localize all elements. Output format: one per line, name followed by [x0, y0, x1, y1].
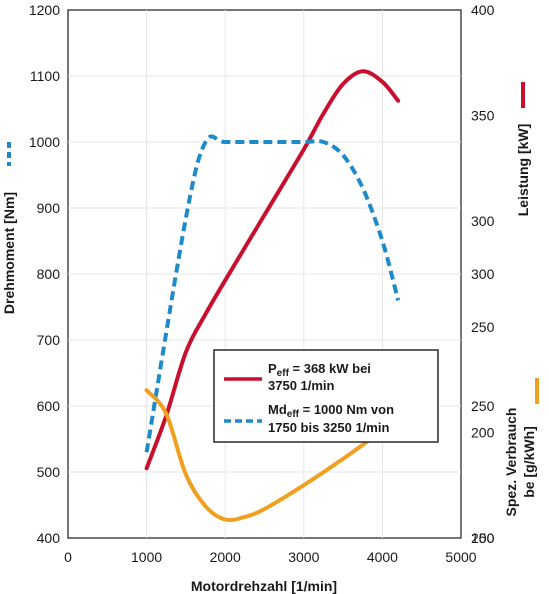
- series-line-torque: [144, 134, 401, 453]
- y-right-top-axis-title: Leistung [kW]: [515, 82, 531, 216]
- y-right-top-tick-label: 300: [471, 213, 495, 229]
- x-tick-label: 4000: [367, 549, 398, 565]
- y-right-bottom-axis-label-2: be [g/kWh]: [521, 426, 537, 498]
- x-tick-label: 1000: [131, 549, 162, 565]
- legend-torque-label: Mdeff = 1000 Nm von: [268, 402, 394, 420]
- x-axis-label: Motordrehzahl [1/min]: [191, 578, 337, 594]
- legend-power-label-line2: 3750 1/min: [268, 378, 335, 393]
- y-left-tick-label: 1100: [30, 68, 60, 84]
- y-left-tick-label: 900: [37, 200, 61, 216]
- legend-box: [213, 349, 439, 443]
- tick-labels: 0 1000 2000 3000 4000 5000 400 500 600 700 800 900 1…: [29, 2, 495, 565]
- y-right-bottom-tick-label: 250: [471, 398, 495, 414]
- y-left-tick-label: 700: [37, 332, 61, 348]
- y-left-tick-label: 600: [37, 398, 61, 414]
- data-series: [144, 69, 401, 523]
- x-tick-label: 3000: [288, 549, 319, 565]
- y-right-top-tick-label: 200: [471, 424, 495, 440]
- y-left-axis-title: Drehmoment [Nm]: [1, 142, 17, 314]
- series-line-power: [144, 69, 401, 471]
- y-right-top-tick-label: 150: [471, 530, 495, 546]
- y-left-axis-label: Drehmoment [Nm]: [1, 192, 17, 314]
- series-line-consumption: [144, 388, 401, 523]
- legend-torque-label-line2: 1750 bis 3250 1/min: [268, 420, 389, 435]
- x-tick-label: 5000: [445, 549, 476, 565]
- y-right-top-tick-label: 350: [471, 108, 495, 124]
- legend: Peff = 368 kW bei 3750 1/min Mdeff = 100…: [213, 349, 439, 443]
- x-tick-label: 2000: [210, 549, 241, 565]
- y-left-tick-label: 1000: [29, 134, 60, 150]
- y-left-tick-label: 1200: [29, 2, 60, 18]
- y-left-tick-label: 800: [37, 266, 61, 282]
- y-right-top-tick-label: 250: [471, 319, 495, 335]
- x-tick-label: 0: [64, 549, 72, 565]
- y-right-bottom-tick-label: 300: [471, 266, 495, 282]
- y-right-bottom-axis-label-1: Spez. Verbrauch: [503, 408, 519, 517]
- y-left-tick-label: 400: [37, 530, 61, 546]
- y-right-top-axis-label: Leistung [kW]: [515, 124, 531, 217]
- y-left-tick-label: 500: [37, 464, 61, 480]
- y-right-bottom-axis-title: Spez. Verbrauch be [g/kWh]: [503, 378, 539, 517]
- legend-power-label: Peff = 368 kW bei: [268, 361, 371, 379]
- y-right-bottom-tick-label: 200: [471, 530, 495, 546]
- y-right-top-tick-label: 400: [471, 2, 495, 18]
